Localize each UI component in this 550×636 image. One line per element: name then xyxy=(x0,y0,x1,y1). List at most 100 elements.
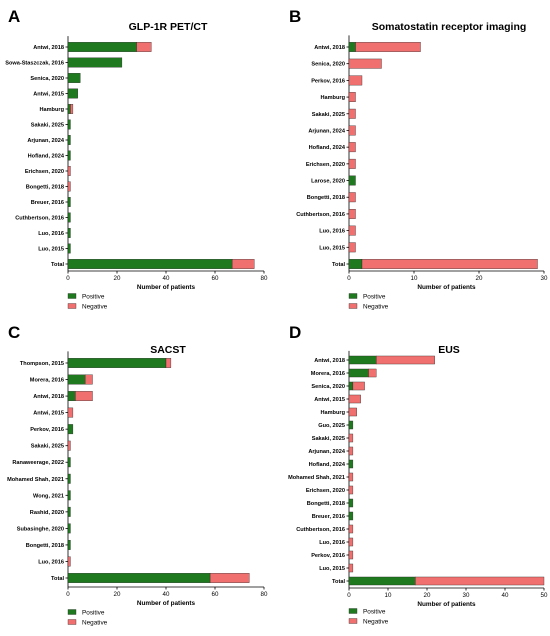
bar-positive-wong-2021 xyxy=(67,490,71,501)
y-tick-label-hamburg: Hamburg xyxy=(320,410,345,416)
y-tick-label-total: Total xyxy=(332,262,345,268)
bar-positive-bongetti-2018 xyxy=(67,539,71,550)
y-tick-label-guo-2025: Guo, 2025 xyxy=(318,423,345,429)
bar-negative-senica-2020 xyxy=(352,381,365,391)
y-tick-label-thompson-2015: Thompson, 2015 xyxy=(20,361,64,367)
y-tick-label-total: Total xyxy=(51,576,64,582)
bar-negative-bongetti-2018 xyxy=(67,181,71,192)
bar-negative-sakaki-2025 xyxy=(348,433,354,443)
panel-letter: B xyxy=(289,7,301,26)
bar-negative-hofland-2024 xyxy=(348,142,356,153)
legend-swatch-positive xyxy=(348,608,358,614)
bar-negative-mohamed-shah-2021 xyxy=(348,472,354,482)
bar-positive-antwi-2018 xyxy=(348,42,356,52)
y-tick-label-erichsen-2020: Erichsen, 2020 xyxy=(25,169,64,175)
bar-negative-total xyxy=(361,259,538,269)
y-tick-label-arjunan-2024: Arjunan, 2024 xyxy=(308,449,346,455)
bar-positive-antwi-2018 xyxy=(348,355,377,365)
bar-positive-arjunan-2024 xyxy=(67,135,71,145)
legend-swatch-negative xyxy=(348,303,358,309)
bar-positive-bongetti-2018 xyxy=(348,498,354,508)
x-axis-label: Number of patients xyxy=(417,284,476,291)
bar-positive-cuthbertson-2016 xyxy=(67,212,71,223)
bar-negative-erichsen-2020 xyxy=(348,158,356,169)
y-tick-label-luo-2016: Luo, 2016 xyxy=(38,559,64,565)
bar-positive-senica-2020 xyxy=(67,73,81,83)
legend-swatch-positive xyxy=(67,609,77,615)
legend-label-positive: Positive xyxy=(363,609,386,616)
x-tick-label: 80 xyxy=(261,591,268,598)
y-tick-label-bongetti-2018: Bongetti, 2018 xyxy=(26,185,64,191)
x-tick-label: 0 xyxy=(66,591,70,598)
bar-negative-antwi-2018 xyxy=(376,355,435,365)
y-tick-label-senica-2020: Senica, 2020 xyxy=(311,384,345,390)
bar-positive-larose-2020 xyxy=(348,175,356,186)
bar-negative-arjunan-2024 xyxy=(348,125,356,136)
y-tick-label-rashid-2020: Rashid, 2020 xyxy=(30,510,64,516)
bar-positive-luo-2016 xyxy=(67,228,71,238)
bar-positive-subasinghe-2020 xyxy=(67,523,71,534)
x-tick-label: 0 xyxy=(347,592,351,599)
bar-negative-morera-2016 xyxy=(84,374,93,385)
chart-panel-d: D EUS Antwi, 2018 Morera, 2016 Senica, 2020 A… xyxy=(288,323,548,626)
bar-positive-morera-2016 xyxy=(67,374,86,385)
bar-positive-total xyxy=(348,259,363,269)
chart-panel-b: B Somatostatin receptor imaging Antwi, 201… xyxy=(289,7,548,311)
x-tick-label: 20 xyxy=(114,591,121,598)
bar-negative-antwi-2018 xyxy=(355,42,421,52)
chart-title: SACST xyxy=(150,344,186,356)
y-tick-label-senica-2020: Senica, 2020 xyxy=(30,76,64,82)
bar-negative-erichsen-2020 xyxy=(348,485,354,495)
chart-title: Somatostatin receptor imaging xyxy=(372,21,527,33)
y-tick-label-arjunan-2024: Arjunan, 2024 xyxy=(308,128,346,134)
y-tick-label-luo-2015: Luo, 2015 xyxy=(319,566,345,572)
y-tick-label-wong-2021: Wong, 2021 xyxy=(33,493,64,499)
bar-negative-hamburg xyxy=(348,407,357,417)
bar-negative-luo-2015 xyxy=(348,242,356,253)
x-axis-label: Number of patients xyxy=(417,601,476,608)
panel-letter: D xyxy=(289,323,301,342)
bar-positive-thompson-2015 xyxy=(67,358,167,368)
x-tick-label: 0 xyxy=(66,275,70,282)
x-tick-label: 40 xyxy=(163,275,170,282)
y-tick-label-antwi-2015: Antwi, 2015 xyxy=(314,397,345,403)
y-tick-label-erichsen-2020: Erichsen, 2020 xyxy=(306,162,345,168)
x-tick-label: 30 xyxy=(541,275,548,282)
x-tick-label: 80 xyxy=(261,275,268,282)
bar-positive-breuer-2016 xyxy=(348,511,354,521)
y-tick-label-antwi-2015: Antwi, 2015 xyxy=(33,92,64,98)
y-tick-label-perkov-2016: Perkov, 2016 xyxy=(311,78,345,84)
bar-negative-antwi-2015 xyxy=(67,407,74,418)
bar-positive-breuer-2016 xyxy=(67,197,71,207)
bar-positive-antwi-2015 xyxy=(67,88,78,99)
bar-negative-antwi-2018 xyxy=(136,42,152,52)
y-tick-label-total: Total xyxy=(332,579,345,585)
legend-label-negative: Negative xyxy=(82,620,108,627)
bar-positive-rashid-2020 xyxy=(67,506,71,517)
bar-negative-total xyxy=(415,576,545,586)
y-tick-label-sakaki-2025: Sakaki, 2025 xyxy=(312,436,345,442)
legend-label-negative: Negative xyxy=(82,304,108,311)
bar-negative-antwi-2018 xyxy=(75,391,93,402)
y-tick-label-mohamed-shah-2021: Mohamed Shah, 2021 xyxy=(288,475,345,481)
y-tick-label-cuthbertson-2016: Cuthbertson, 2016 xyxy=(296,212,345,218)
bar-negative-sakaki-2025 xyxy=(67,440,71,451)
bar-positive-ranaweerage-2022 xyxy=(67,457,71,468)
y-tick-label-perkov-2016: Perkov, 2016 xyxy=(311,553,345,559)
bar-negative-hamburg xyxy=(348,92,356,103)
bar-positive-guo-2025 xyxy=(348,420,354,430)
legend-label-positive: Positive xyxy=(82,610,105,617)
x-tick-label: 40 xyxy=(163,591,170,598)
y-tick-label-luo-2016: Luo, 2016 xyxy=(319,229,345,235)
bar-negative-perkov-2016 xyxy=(348,550,354,560)
x-tick-label: 60 xyxy=(212,275,219,282)
chart-title: GLP-1R PET/CT xyxy=(129,21,208,33)
legend-swatch-negative xyxy=(67,303,77,309)
bar-negative-thompson-2015 xyxy=(165,358,172,368)
bar-positive-hofland-2024 xyxy=(348,459,354,469)
y-tick-label-luo-2016: Luo, 2016 xyxy=(319,540,345,546)
legend-swatch-negative xyxy=(67,619,77,625)
y-tick-label-arjunan-2024: Arjunan, 2024 xyxy=(27,138,65,144)
bar-negative-hamburg xyxy=(70,104,74,114)
bar-negative-total xyxy=(231,259,255,269)
